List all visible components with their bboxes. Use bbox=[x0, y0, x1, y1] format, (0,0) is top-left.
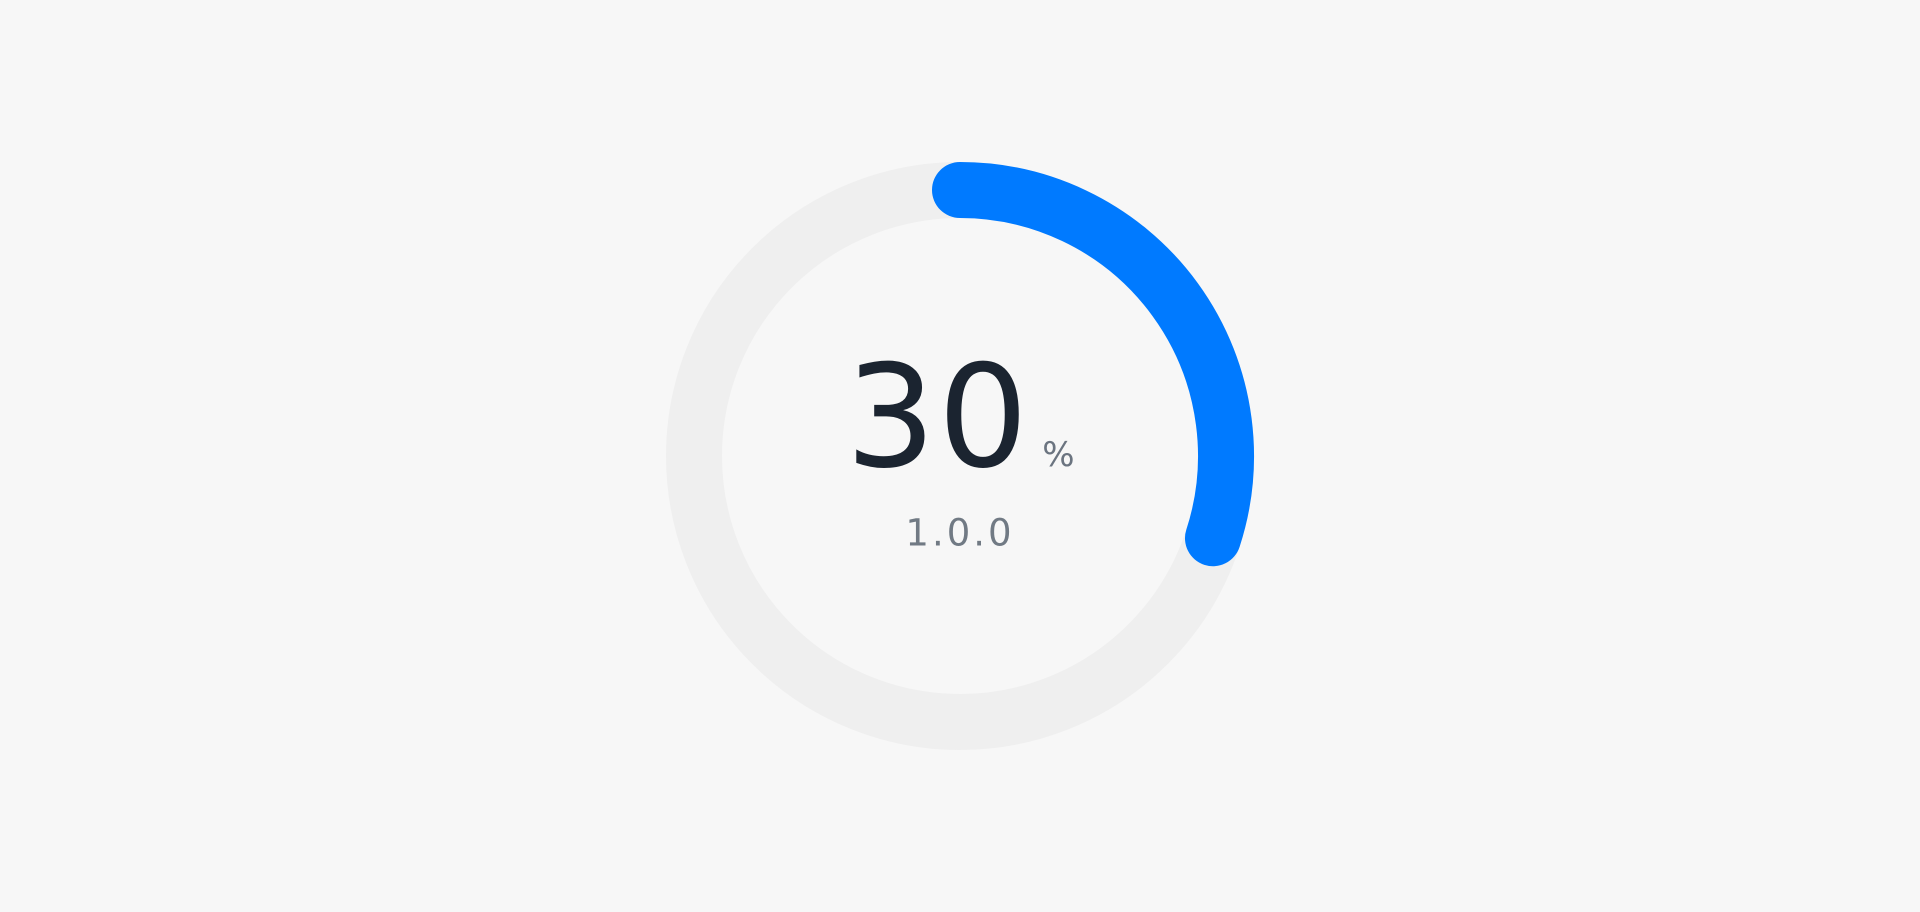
progress-arc bbox=[932, 162, 1254, 567]
